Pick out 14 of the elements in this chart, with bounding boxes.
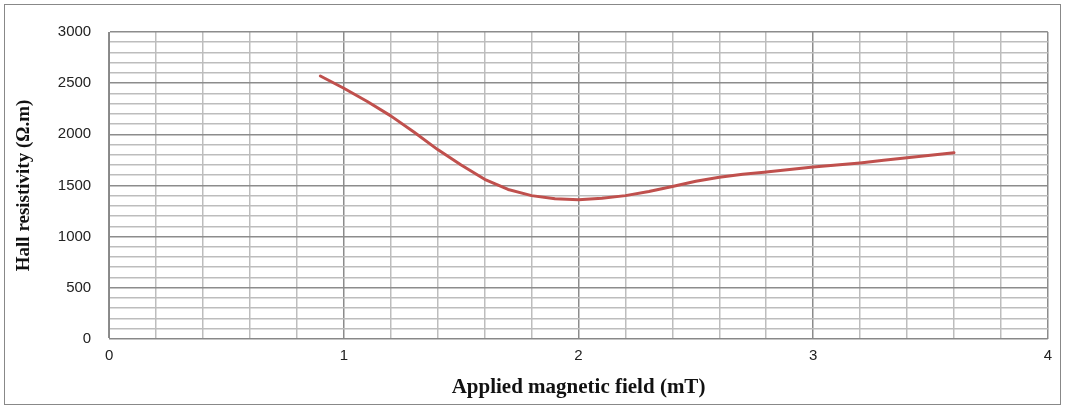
- y-axis-title: Hall resistivity (Ω.m): [12, 99, 35, 272]
- y-tick-label: 3000: [57, 22, 92, 40]
- x-axis-title: Applied magnetic field (mT): [451, 373, 706, 398]
- x-tick-label: 3: [808, 345, 818, 363]
- y-tick-label: 500: [66, 277, 92, 295]
- y-tick-label: 2500: [57, 73, 92, 91]
- y-tick-label: 2000: [57, 124, 92, 142]
- y-tick-label: 1500: [57, 175, 92, 193]
- x-tick-label: 0: [105, 345, 114, 363]
- x-tick-label: 4: [1043, 345, 1052, 363]
- x-tick-label: 1: [339, 345, 349, 363]
- x-tick-label: 2: [574, 345, 583, 363]
- y-tick-label: 1000: [57, 226, 92, 244]
- y-tick-label: 0: [82, 328, 92, 346]
